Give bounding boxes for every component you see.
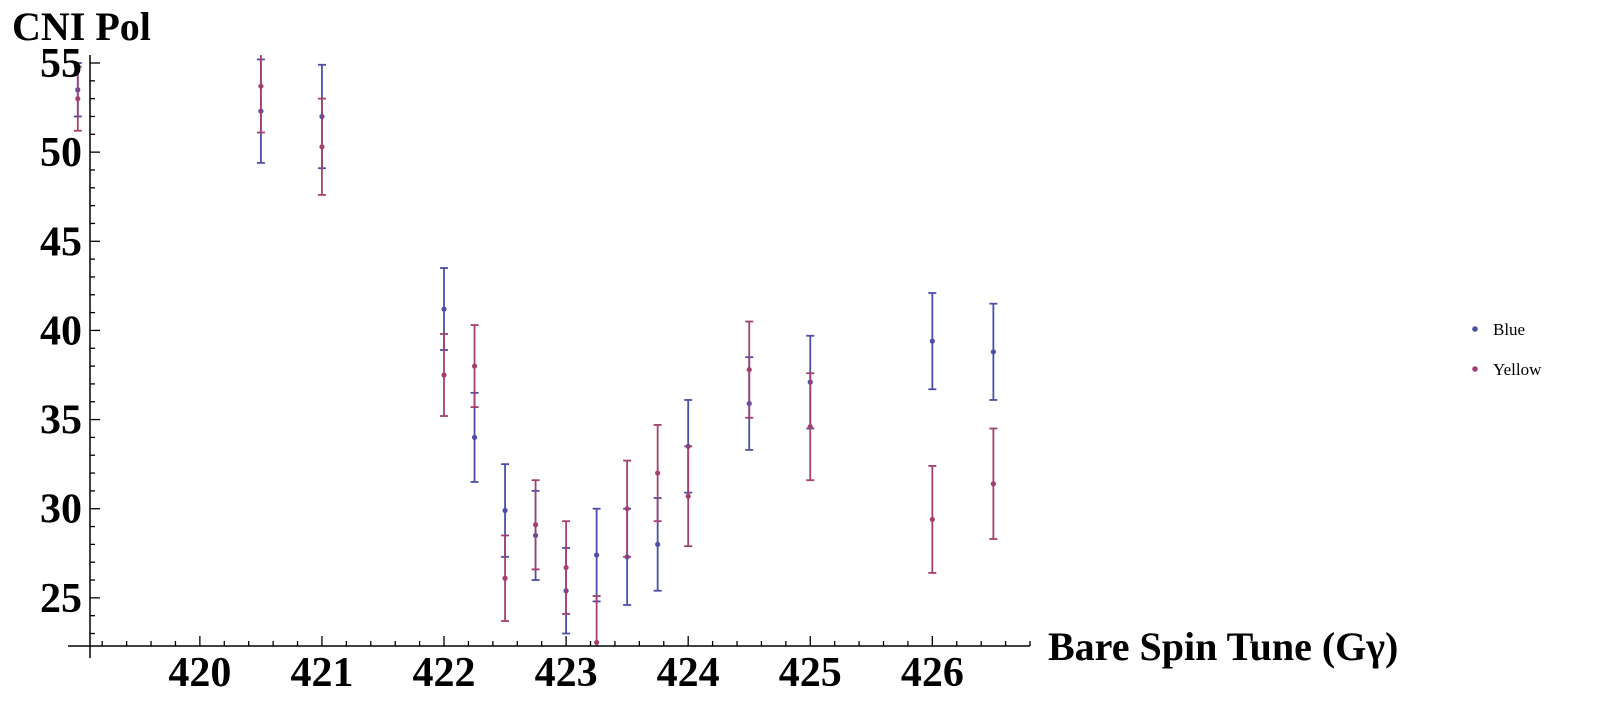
data-point: [319, 144, 325, 150]
y-tick-label: 55: [40, 41, 82, 87]
data-point: [655, 541, 661, 547]
x-tick-label: 423: [535, 650, 598, 696]
data-point: [441, 306, 447, 312]
data-point: [471, 363, 478, 369]
x-tick-label: 424: [657, 650, 720, 696]
y-tick-label: 35: [40, 398, 82, 444]
legend-label-blue: Blue: [1493, 320, 1525, 339]
y-axis-title: CNI Pol: [12, 4, 151, 49]
legend-marker-blue: [1472, 326, 1478, 332]
y-tick-label: 45: [40, 219, 82, 265]
x-tick-label: 425: [779, 650, 842, 696]
series-yellow: [73, 55, 998, 646]
series-layer: [73, 55, 998, 646]
x-axis-title: Bare Spin Tune (Gγ): [1048, 624, 1398, 669]
legend-marker-yellow: [1472, 366, 1478, 372]
x-tick-label: 421: [290, 650, 353, 696]
data-point: [563, 564, 569, 571]
data-point: [502, 575, 508, 581]
x-tick-label: 420: [168, 650, 231, 696]
data-point: [624, 506, 630, 512]
data-point: [594, 639, 600, 646]
y-tick-label: 50: [40, 130, 82, 176]
data-point: [502, 507, 508, 514]
y-tick-label: 25: [40, 576, 82, 622]
axes-layer: 25 30 35 40 45 50 55 420 421 422 423 424 425 426: [40, 41, 1031, 696]
data-point: [807, 424, 813, 430]
data-point: [746, 367, 752, 373]
data-point: [594, 552, 600, 558]
data-point: [258, 83, 264, 89]
data-point: [990, 349, 996, 355]
data-point: [685, 493, 691, 499]
data-point: [929, 516, 935, 523]
data-point: [929, 338, 935, 344]
x-tick-label: 422: [413, 650, 476, 696]
data-point: [532, 522, 539, 528]
data-point: [75, 96, 81, 102]
legend: Blue Yellow: [1472, 320, 1542, 379]
x-tick-label: 426: [901, 650, 964, 696]
data-point: [441, 372, 447, 378]
legend-label-yellow: Yellow: [1493, 360, 1542, 379]
y-tick-label: 30: [40, 487, 82, 533]
data-point: [655, 470, 661, 476]
data-point: [471, 434, 478, 441]
data-point: [990, 481, 996, 487]
y-tick-label: 40: [40, 308, 82, 354]
